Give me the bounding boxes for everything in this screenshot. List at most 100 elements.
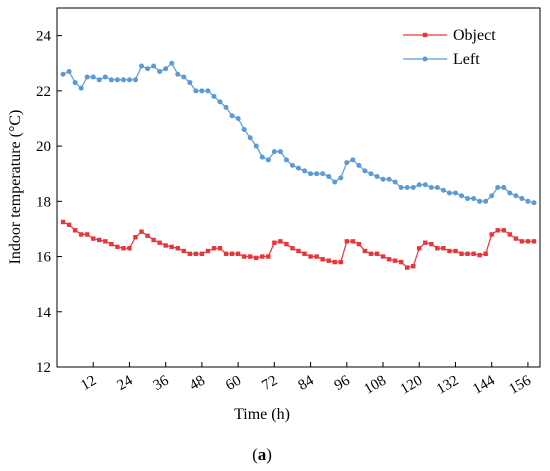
data-point-left bbox=[187, 80, 193, 86]
x-tick-label: 36 bbox=[151, 372, 172, 394]
data-point-left bbox=[302, 168, 308, 174]
data-point-object bbox=[501, 228, 506, 233]
data-point-left bbox=[398, 185, 404, 190]
data-point-left bbox=[422, 182, 428, 188]
data-point-left bbox=[259, 154, 265, 160]
data-point-left bbox=[175, 71, 181, 77]
y-tick-label: 12 bbox=[36, 360, 51, 376]
data-point-left bbox=[205, 88, 211, 94]
data-point-left bbox=[368, 171, 374, 177]
data-point-object bbox=[260, 254, 265, 259]
data-point-left bbox=[72, 80, 78, 86]
data-point-left bbox=[446, 190, 452, 196]
data-point-left bbox=[289, 162, 295, 168]
data-point-left bbox=[120, 77, 126, 83]
x-tick-label: 120 bbox=[398, 373, 425, 398]
data-point-left bbox=[350, 157, 356, 163]
data-point-left bbox=[362, 168, 368, 174]
data-point-object bbox=[507, 232, 513, 237]
data-point-left bbox=[199, 88, 205, 94]
data-point-left bbox=[320, 171, 326, 177]
data-point-object bbox=[163, 243, 168, 248]
data-point-object bbox=[519, 239, 525, 244]
data-point-left bbox=[308, 171, 314, 177]
data-point-left bbox=[211, 93, 217, 99]
data-point-object bbox=[223, 251, 229, 256]
data-point-object bbox=[441, 246, 446, 251]
data-point-object bbox=[531, 239, 537, 244]
data-point-object bbox=[338, 259, 343, 265]
data-point-object bbox=[211, 246, 217, 251]
legend-marker-left bbox=[422, 56, 428, 62]
data-point-left bbox=[386, 176, 392, 182]
y-tick-label: 16 bbox=[36, 250, 52, 266]
data-point-object bbox=[314, 254, 319, 259]
axis-ticks: 12 14 16 18 20 22 24 12 24 36 48 60 72 84 96 108 120 132 1… bbox=[36, 29, 534, 398]
data-point-object bbox=[356, 241, 362, 247]
data-point-object bbox=[235, 251, 241, 256]
data-point-left bbox=[126, 77, 132, 83]
axes bbox=[56, 7, 541, 368]
plot-area bbox=[60, 60, 537, 270]
data-point-object bbox=[248, 254, 253, 259]
data-point-object bbox=[386, 257, 392, 262]
data-point-left bbox=[507, 190, 513, 196]
data-point-object bbox=[157, 240, 162, 245]
data-point-object bbox=[350, 239, 356, 244]
data-point-left bbox=[157, 69, 163, 75]
data-point-left bbox=[392, 179, 398, 185]
x-tick-label: 84 bbox=[296, 372, 317, 394]
data-point-object bbox=[453, 248, 458, 254]
data-point-object bbox=[103, 239, 108, 244]
data-point-left bbox=[283, 157, 289, 163]
data-point-left bbox=[465, 196, 471, 202]
data-point-object bbox=[447, 248, 452, 254]
plot-frame bbox=[56, 7, 541, 368]
data-point-object bbox=[320, 257, 325, 262]
legend-label-left: Left bbox=[453, 51, 480, 68]
data-point-object bbox=[175, 246, 180, 251]
data-point-object bbox=[302, 251, 307, 256]
data-point-object bbox=[525, 239, 531, 244]
data-point-left bbox=[241, 127, 247, 133]
data-point-left bbox=[471, 196, 477, 202]
legend-item-left: Left bbox=[403, 51, 480, 68]
data-point-left bbox=[163, 66, 169, 72]
data-point-object bbox=[187, 251, 193, 256]
data-point-left bbox=[452, 190, 458, 196]
data-point-left bbox=[513, 193, 519, 199]
data-point-left bbox=[96, 77, 102, 83]
data-point-object bbox=[332, 259, 337, 265]
data-point-left bbox=[338, 175, 344, 181]
data-point-object bbox=[169, 244, 174, 250]
data-point-left bbox=[326, 173, 332, 179]
data-point-object bbox=[429, 241, 434, 247]
data-point-object bbox=[495, 228, 500, 233]
data-point-object bbox=[254, 255, 259, 261]
series-left bbox=[60, 60, 537, 206]
data-point-object bbox=[199, 251, 205, 256]
data-point-object bbox=[133, 235, 138, 240]
data-point-left bbox=[416, 182, 422, 188]
data-point-object bbox=[435, 246, 440, 251]
data-point-left bbox=[132, 77, 138, 83]
series-line-object bbox=[62, 221, 534, 269]
data-point-object bbox=[417, 246, 422, 251]
data-point-object bbox=[380, 254, 386, 259]
data-point-object bbox=[97, 237, 102, 243]
data-point-object bbox=[205, 248, 211, 254]
data-point-object bbox=[91, 236, 96, 241]
y-tick-label: 20 bbox=[36, 139, 51, 155]
data-point-left bbox=[489, 193, 495, 199]
x-tick-label: 108 bbox=[362, 373, 389, 398]
data-point-object bbox=[241, 254, 247, 259]
data-point-left bbox=[271, 149, 277, 155]
data-point-left bbox=[404, 185, 410, 190]
x-tick-label: 48 bbox=[187, 373, 208, 394]
caption-letter: a bbox=[258, 445, 267, 464]
x-axis-title: Time (h) bbox=[234, 406, 290, 423]
data-point-object bbox=[374, 251, 380, 256]
data-point-object bbox=[151, 237, 156, 243]
data-point-object bbox=[362, 248, 368, 254]
y-tick-label: 14 bbox=[36, 305, 52, 321]
